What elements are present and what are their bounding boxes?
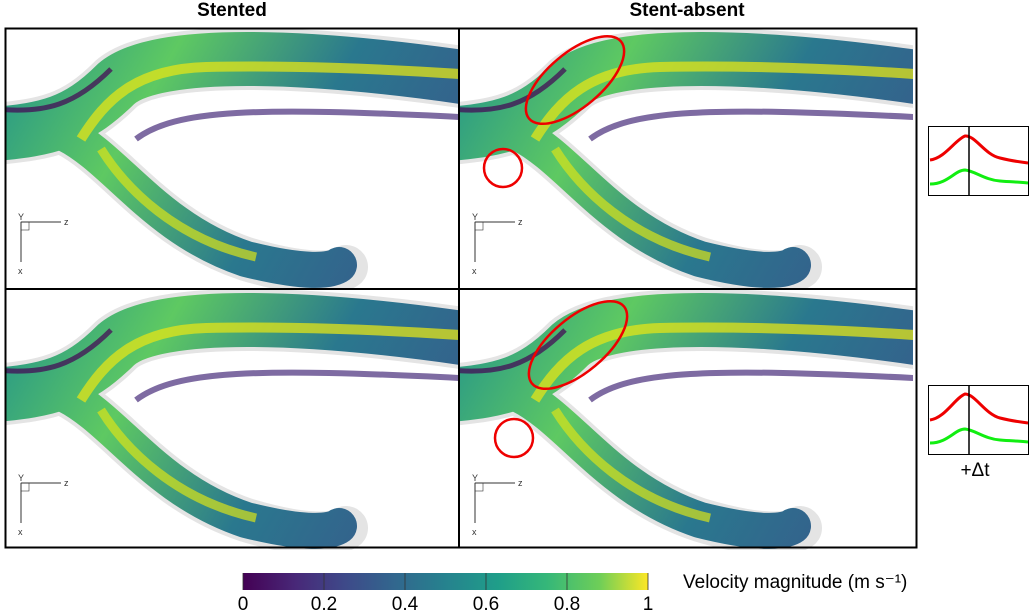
colorbar-tick-label: 0.8 (554, 594, 580, 613)
colorbar-tick-label: 0.2 (311, 594, 337, 613)
triad-label: x (472, 527, 477, 537)
inset (929, 127, 1029, 196)
triad-label: x (18, 527, 23, 537)
vessel (0, 59, 476, 272)
axis-triad (21, 483, 29, 491)
vessel (0, 320, 476, 533)
triad-label: Y (18, 473, 24, 483)
panel-title: Stented (197, 0, 267, 21)
axis-triad (475, 483, 483, 491)
colorbar-tick-label: 1 (643, 594, 654, 613)
vessel (450, 320, 930, 533)
colorbar-tick-label: 0 (238, 594, 249, 613)
page: {"header": {"left_title": "Stented", "ri… (0, 0, 1030, 613)
axis-triad (475, 222, 483, 230)
triad-label: Y (472, 473, 478, 483)
figure: Stented Stent-absent Yz x Yz x Yz x Yz x +Δt Ve… (0, 0, 1030, 613)
panel-title: Stent-absent (629, 0, 745, 21)
colorbar (243, 573, 648, 590)
triad-label: x (472, 266, 477, 276)
colorbar-label: Velocity magnitude (m s⁻¹) (683, 572, 907, 593)
triad-label: z (64, 217, 69, 227)
axis-triad (21, 222, 29, 230)
inset-label: +Δt (960, 460, 990, 481)
triad-label: Y (472, 212, 478, 222)
triad-label: x (18, 266, 23, 276)
triad-label: z (64, 478, 69, 488)
triad-label: z (518, 217, 523, 227)
colorbar-tick-label: 0.4 (392, 594, 419, 613)
colorbar-tick-label: 0.6 (473, 594, 499, 613)
inset (929, 386, 1029, 455)
triad-label: Y (18, 212, 24, 222)
triad-label: z (518, 478, 523, 488)
